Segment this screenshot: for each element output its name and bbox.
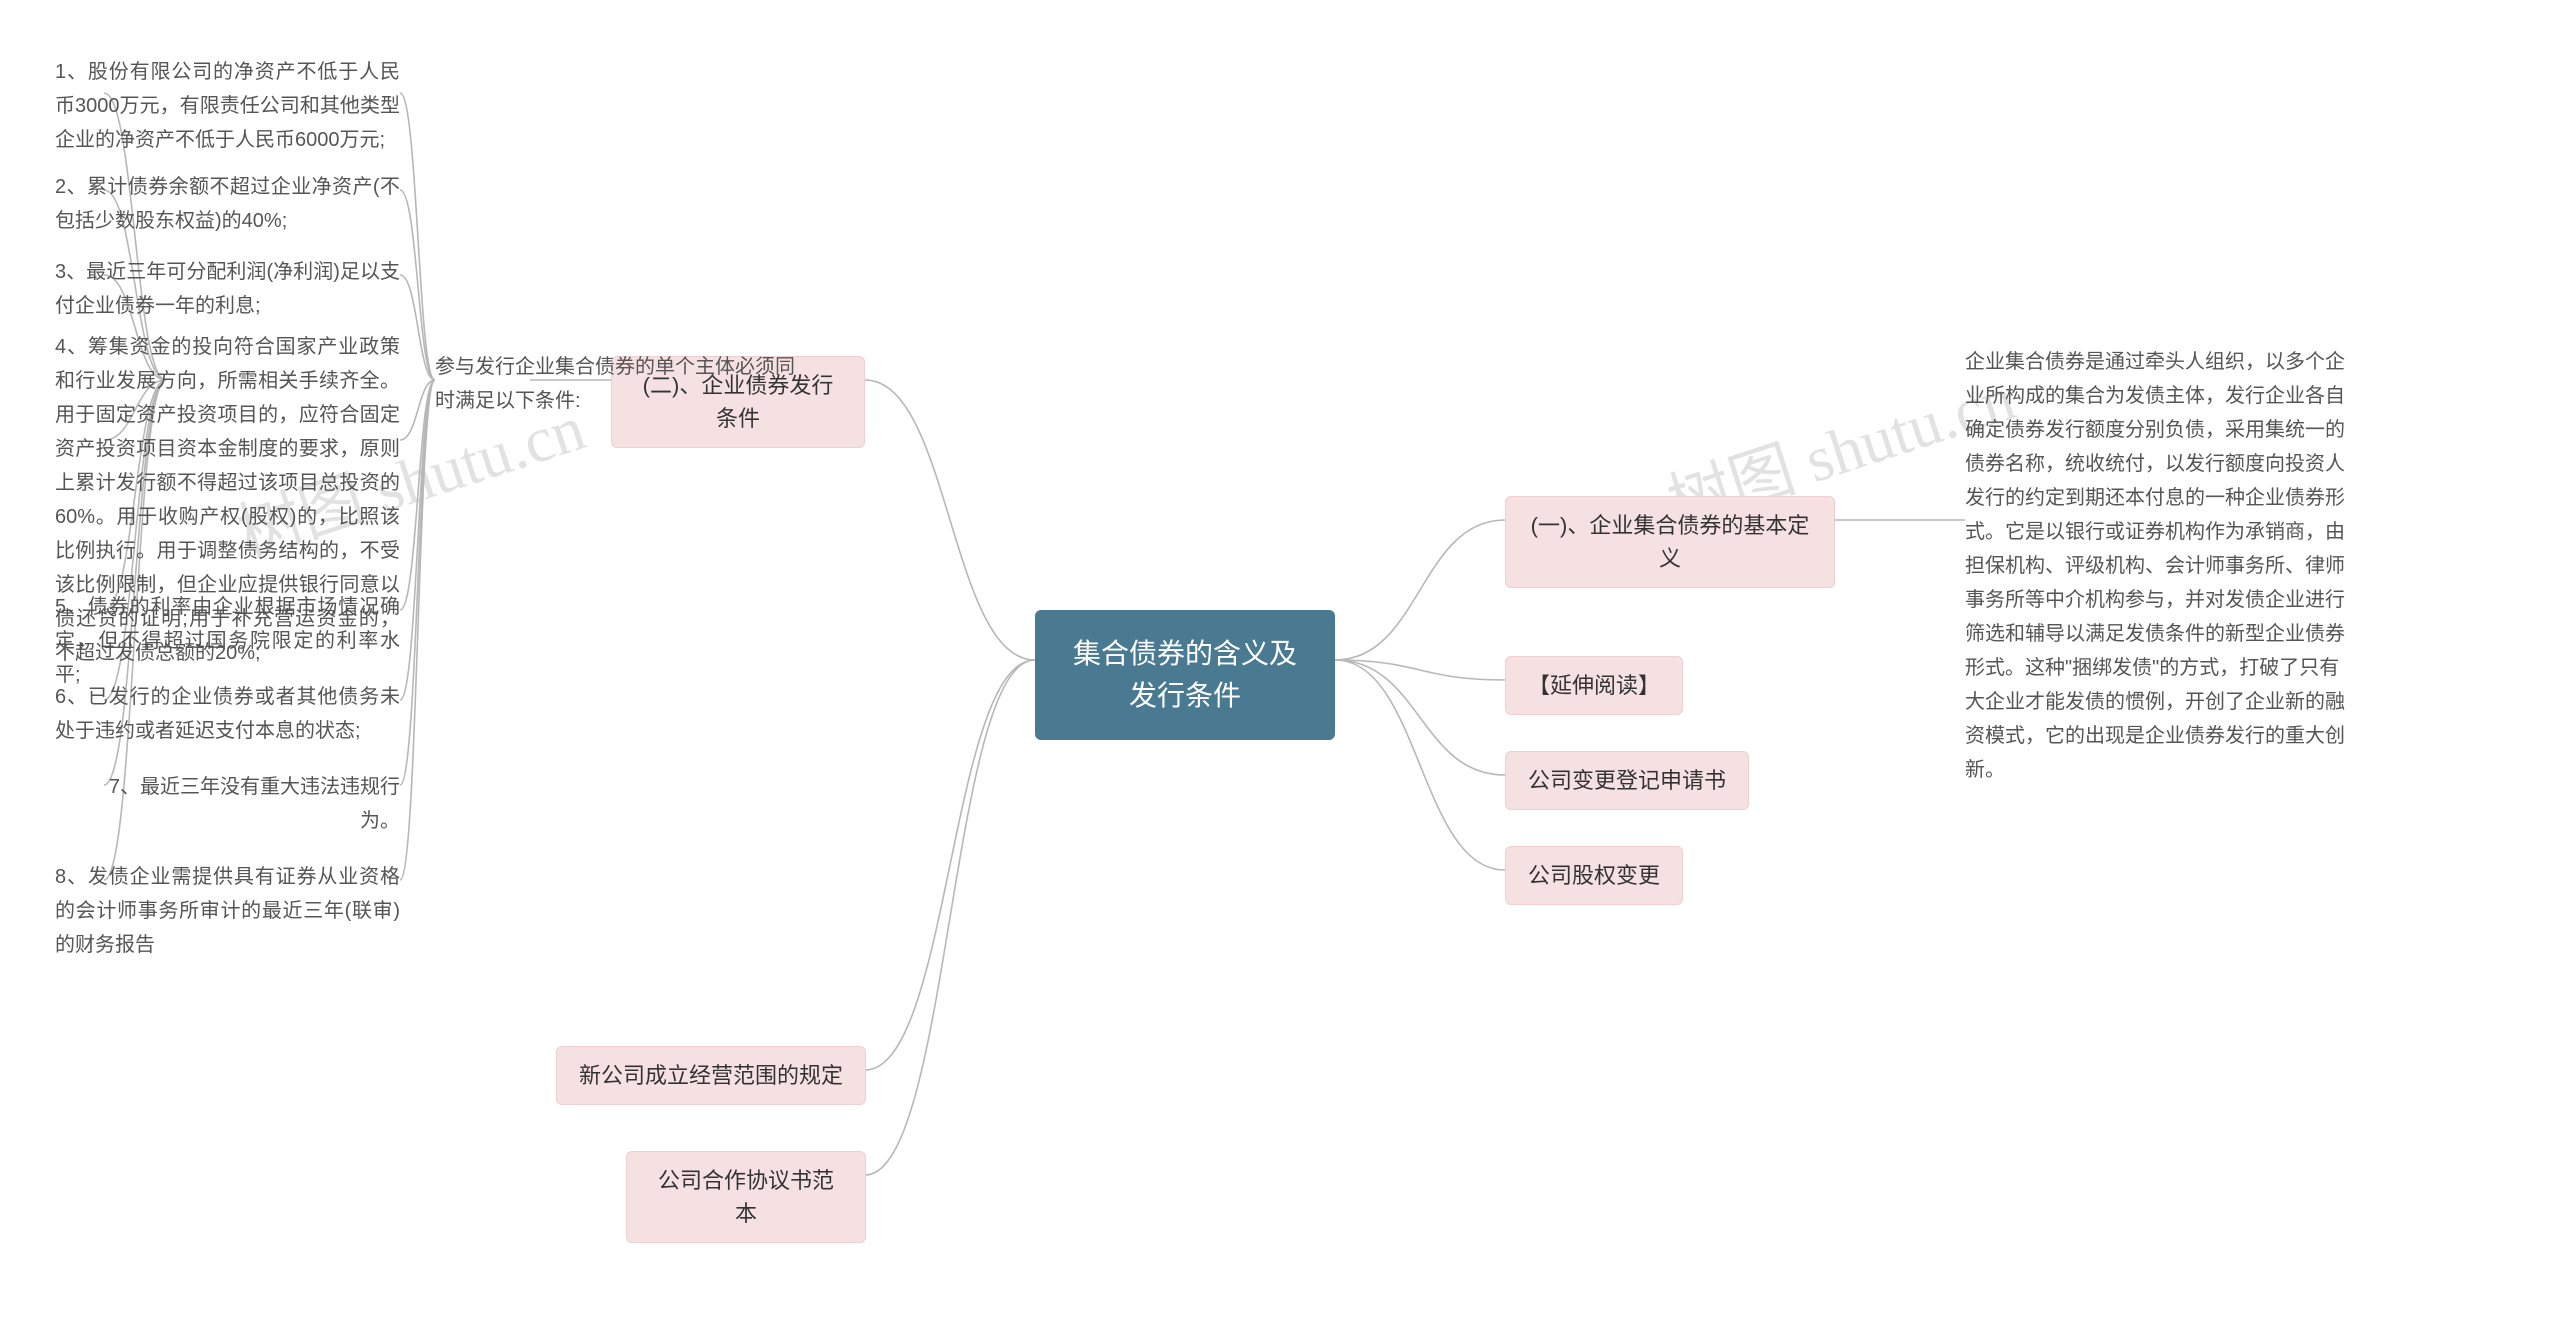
- right-branch-definition-label: (一)、企业集合债券的基本定义: [1528, 509, 1812, 575]
- right-branch-change-registration-label: 公司变更登记申请书: [1528, 764, 1726, 797]
- condition-7: 7、最近三年没有重大违法违规行为。: [90, 770, 400, 838]
- conditions-intro-text: 参与发行企业集合债券的单个主体必须同时满足以下条件:: [435, 350, 795, 418]
- right-branch-change-registration[interactable]: 公司变更登记申请书: [1505, 751, 1749, 810]
- condition-5: 5、债券的利率由企业根据市场情况确定，但不得超过国务院限定的利率水平;: [55, 590, 400, 692]
- right-branch-equity-change-label: 公司股权变更: [1528, 859, 1660, 892]
- right-branch-definition[interactable]: (一)、企业集合债券的基本定义: [1505, 496, 1835, 588]
- root-label: 集合债券的含义及发行条件: [1062, 633, 1308, 717]
- condition-8: 8、发债企业需提供具有证券从业资格的会计师事务所审计的最近三年(联审)的财务报告: [55, 860, 400, 962]
- condition-2: 2、累计债券余额不超过企业净资产(不包括少数股东权益)的40%;: [55, 170, 400, 238]
- root-node[interactable]: 集合债券的含义及发行条件: [1035, 610, 1335, 740]
- right-branch-extended-reading-label: 【延伸阅读】: [1528, 669, 1660, 702]
- left-branch-new-company-scope[interactable]: 新公司成立经营范围的规定: [556, 1046, 866, 1105]
- left-branch-new-company-scope-label: 新公司成立经营范围的规定: [579, 1059, 843, 1092]
- definition-text: 企业集合债券是通过牵头人组织，以多个企业所构成的集合为发债主体，发行企业各自确定…: [1965, 345, 2345, 787]
- condition-3: 3、最近三年可分配利润(净利润)足以支付企业债券一年的利息;: [55, 255, 400, 323]
- right-branch-extended-reading[interactable]: 【延伸阅读】: [1505, 656, 1683, 715]
- left-branch-coop-agreement-label: 公司合作协议书范本: [649, 1164, 843, 1230]
- condition-1: 1、股份有限公司的净资产不低于人民币3000万元，有限责任公司和其他类型企业的净…: [55, 55, 400, 157]
- left-branch-coop-agreement[interactable]: 公司合作协议书范本: [626, 1151, 866, 1243]
- mindmap-canvas: 树图 shutu.cn 树图 shutu.cn: [0, 0, 2560, 1340]
- condition-6: 6、已发行的企业债券或者其他债务未处于违约或者延迟支付本息的状态;: [55, 680, 400, 748]
- right-branch-equity-change[interactable]: 公司股权变更: [1505, 846, 1683, 905]
